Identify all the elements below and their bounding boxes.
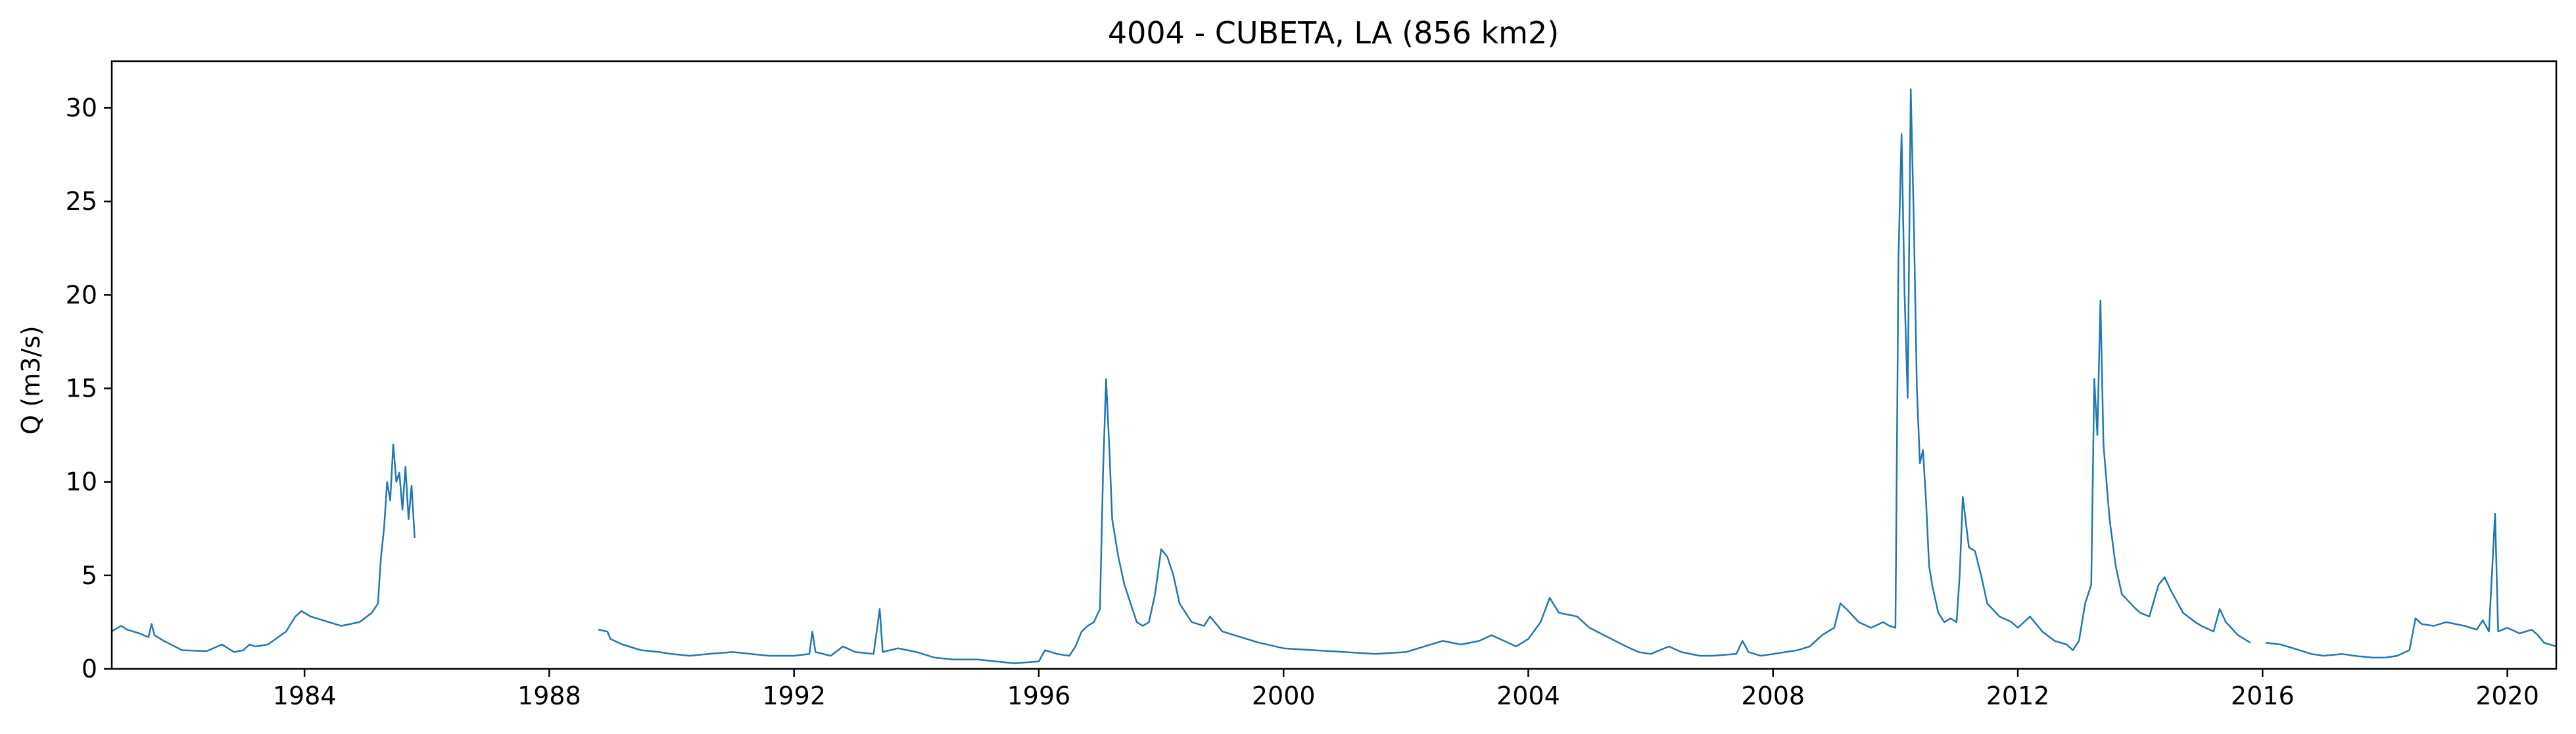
- x-tick-label: 2000: [1252, 681, 1316, 710]
- series-line-segment: [598, 88, 2251, 664]
- series-line-segment: [111, 443, 416, 653]
- y-tick-label: 5: [82, 561, 97, 590]
- y-tick-label: 0: [82, 654, 97, 683]
- x-tick-label: 1996: [1007, 681, 1071, 710]
- x-tick-label: 2004: [1496, 681, 1560, 710]
- data-series: [111, 88, 2557, 664]
- x-tick-label: 2012: [1986, 681, 2050, 710]
- y-tick-label: 20: [66, 280, 97, 309]
- y-tick-label: 30: [66, 93, 97, 122]
- x-tick-label: 2016: [2231, 681, 2295, 710]
- x-tick-label: 1992: [762, 681, 826, 710]
- series-line-segment: [2265, 512, 2557, 659]
- x-axis-ticks: 1984 1988 1992 1996 2000 2004 2008 2012 2016 2020: [273, 669, 2539, 710]
- y-axis-ticks: 0 5 10 15 20 25 30: [66, 93, 112, 683]
- chart-title: 4004 - CUBETA, LA (856 km2): [1108, 15, 1559, 51]
- plot-frame: [110, 60, 2558, 670]
- y-axis-label: Q (m3/s): [16, 326, 45, 434]
- y-tick-label: 25: [66, 187, 97, 216]
- y-tick-label: 15: [66, 374, 97, 403]
- y-tick-label: 10: [66, 468, 97, 497]
- x-tick-label: 1984: [273, 681, 337, 710]
- x-tick-label: 1988: [517, 681, 581, 710]
- x-tick-label: 2020: [2475, 681, 2539, 710]
- x-tick-label: 2008: [1741, 681, 1805, 710]
